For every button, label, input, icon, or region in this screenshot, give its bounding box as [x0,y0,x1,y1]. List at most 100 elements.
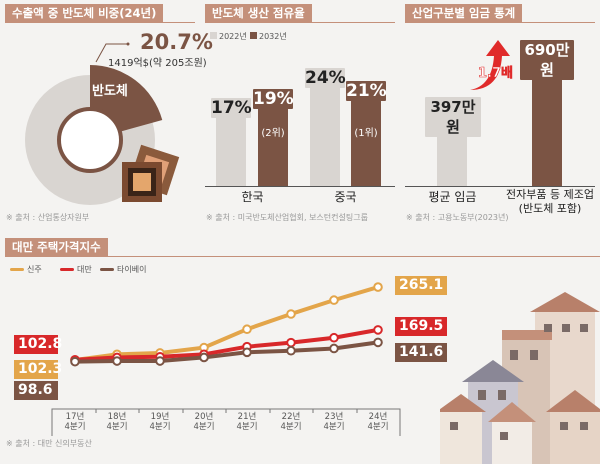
divider [5,22,195,23]
x-tick-label: 21년 4분기 [227,412,267,432]
x-axis [405,186,595,187]
donut-chart [25,42,180,205]
value-label: 17% [211,97,252,118]
ratio-label: 1.7배 [478,66,514,82]
source-note: ※ 출처 : 고용노동부(2023년) [406,213,509,222]
value-label-end: 141.6 [395,343,448,362]
segment-label: 반도체 [92,84,128,99]
panel1-title: 수출액 중 반도체 비중(24년) [5,4,164,22]
data-point [329,295,339,305]
bar-korea-2032 [258,106,288,186]
source-note: ※ 출처 : 산업통상자원부 [6,213,90,222]
donut-segment-semiconductor [90,65,163,132]
data-point [373,337,383,348]
electronics-wage-label: 690만원 [520,40,574,80]
panel3-title: 산업구분별 임금 통계 [405,4,523,22]
leader-line [95,43,128,63]
bar-electronics-wage [532,59,562,186]
x-tick-year: 22년 [281,412,301,422]
bar-china-2032 [351,97,381,186]
source-note: ※ 출처 : 미국반도체산업협회, 보스턴컨설팅그룹 [206,213,368,222]
value-label: 21% [346,80,387,101]
legend-swatch-2022 [210,32,217,39]
data-point [286,345,296,356]
x-tick-quarter: 4분기 [193,422,215,432]
buildings-illustration [440,292,600,464]
donut-hole [57,107,123,173]
panel2-title: 반도체 생산 점유율 [205,4,312,22]
semiconductor-share-value: 20.7% [140,30,213,54]
bar-china-2022 [310,85,340,186]
value-label-end: 265.1 [395,276,448,295]
value-label-end: 169.5 [395,317,448,336]
legend-swatch [60,268,74,271]
data-point [329,343,339,354]
legend-2022: 2022년 [219,32,247,41]
legend-2032: 2032년 [259,32,287,41]
series-line-1 [74,327,379,362]
series-line-0 [74,285,379,362]
data-point [112,356,122,366]
divider [5,256,600,257]
chart-title: 대만 주택가격지수 [5,238,108,256]
x-tick-year: 21년 [237,412,257,422]
bar-korea-2022 [216,114,246,186]
x-tick-label: 17년 4분기 [55,412,95,432]
divider [405,22,595,23]
x-tick-year: 23년 [324,412,344,422]
legend-label: 신주 [27,265,42,274]
semiconductor-export-amount: 1419억$(약 205조원) [108,58,207,69]
rank-label: (2위) [261,128,285,139]
x-tick-label: 19년 4분기 [140,412,180,432]
rank-label: (1위) [354,128,378,139]
data-point [70,356,80,367]
data-point [329,332,339,343]
value-label: 24% [305,68,346,89]
value-label-start: 102.3 [14,360,62,379]
data-point [242,347,252,358]
x-tick-label: 18년 4분기 [97,412,137,432]
data-point [199,352,209,363]
data-point [373,325,383,335]
x-tick-quarter: 4분기 [280,422,302,432]
x-tick-year: 20년 [194,412,214,422]
value-label-start: 102.8 [14,335,62,354]
x-tick-year: 17년 [65,412,85,422]
chip-icon [122,144,180,202]
arrow-up-icon [470,40,510,90]
value-label: 19% [253,89,294,110]
data-point [286,337,296,348]
data-point [155,356,165,366]
x-tick-label: 23년 4분기 [314,412,354,432]
series-line-2 [74,340,379,364]
legend-label: 타이베이 [117,265,147,274]
x-tick-quarter: 4분기 [64,422,86,432]
x-tick-quarter: 4분기 [236,422,258,432]
x-tick-year: 24년 [368,412,388,422]
average-wage-label: 397만원 [425,97,481,137]
category-china: 중국 [334,190,357,204]
data-point [286,309,296,319]
data-point [373,282,383,292]
x-axis [205,186,395,187]
value-label-start: 98.6 [14,381,58,400]
x-tick-label: 24년 4분기 [358,412,398,432]
x-tick-label: 20년 4분기 [184,412,224,432]
line-chart [51,282,401,436]
x-tick-label: 22년 4분기 [271,412,311,432]
x-tick-quarter: 4분기 [367,422,389,432]
divider [205,22,395,23]
category-electronics-line2: (반도체 포함) [518,202,582,215]
x-tick-quarter: 4분기 [106,422,128,432]
legend-swatch-2032 [250,32,257,39]
x-tick-year: 18년 [107,412,127,422]
x-tick-year: 19년 [150,412,170,422]
data-point [242,324,252,335]
category-korea: 한국 [241,190,264,204]
x-tick-quarter: 4분기 [323,422,345,432]
category-average: 평균 임금 [428,190,477,204]
legend-label: 대만 [77,265,92,274]
source-note: ※ 출처 : 대만 신의부동산 [6,439,92,448]
category-electronics-line1: 전자부품 등 제조업 [506,188,594,201]
category-electronics: 전자부품 등 제조업 (반도체 포함) [505,188,595,216]
